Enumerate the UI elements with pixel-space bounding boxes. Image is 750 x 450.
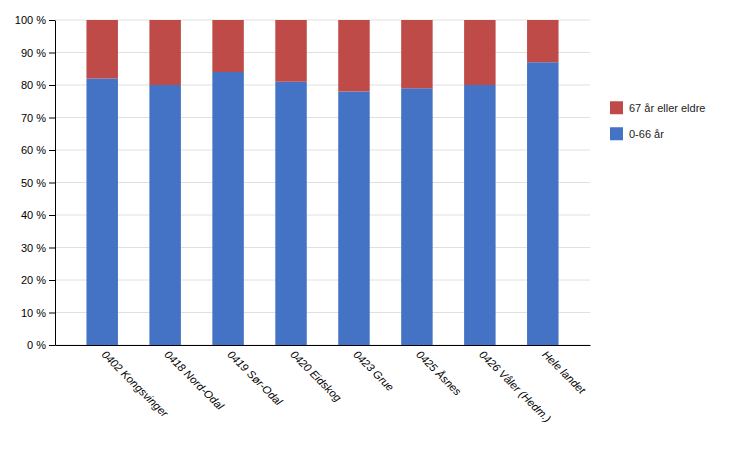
tick-label: 90 % (21, 47, 46, 59)
tick: 0 % (27, 339, 55, 351)
grid-line (55, 312, 590, 313)
legend-swatch (610, 101, 623, 114)
bar (212, 20, 243, 72)
grid-line (55, 345, 590, 346)
bar (401, 20, 432, 88)
tick-mark (49, 215, 55, 216)
tick: 0419 Sør-Odal (225, 348, 285, 408)
tick: 0423 Grue (351, 348, 396, 393)
tick: 40 % (21, 209, 55, 221)
tick: 80 % (21, 79, 55, 91)
bar (86, 79, 117, 346)
tick-label: 60 % (21, 144, 46, 156)
bar (527, 20, 558, 62)
tick: 20 % (21, 274, 55, 286)
tick: 0420 Eidskog (288, 348, 344, 404)
grid (55, 20, 590, 345)
y-axis: 0 % 10 % 20 % 30 % 40 % 50 % 60 % 70 % 80 % 90 % 1… (15, 14, 56, 351)
plot: 0 % 10 % 20 % 30 % 40 % 50 % 60 % 70 % 80 % 90 % 1… (15, 14, 591, 425)
tick-label: Hele landet (540, 348, 589, 397)
legend-label: 67 år eller eldre (629, 102, 705, 114)
tick: 30 % (21, 242, 55, 254)
bars (86, 20, 558, 345)
bar (527, 62, 558, 345)
tick: 0425 Åsnes (414, 348, 464, 398)
grid-line (55, 182, 590, 183)
tick: 70 % (21, 112, 55, 124)
bar (149, 20, 180, 85)
tick: Hele landet (540, 348, 589, 397)
tick-label: 0402 Kongsvinger (99, 348, 171, 420)
series (86, 20, 558, 92)
tick-label: 10 % (21, 307, 46, 319)
tick: 10 % (21, 307, 55, 319)
tick-mark (49, 20, 55, 21)
grid-line (55, 52, 590, 53)
tick-label: 20 % (21, 274, 46, 286)
tick-label: 70 % (21, 112, 46, 124)
legend: 67 år eller eldre 0-66 år (610, 101, 705, 140)
grid-line (55, 117, 590, 118)
tick: 90 % (21, 47, 55, 59)
bar (275, 82, 306, 345)
axis-line (55, 21, 56, 346)
bar (401, 88, 432, 345)
legend-swatch (610, 127, 623, 140)
tick-label: 0 % (27, 339, 46, 351)
grid-line (55, 85, 590, 86)
tick-mark (49, 248, 55, 249)
bar (275, 20, 306, 82)
tick: 0418 Nord-Odal (162, 348, 226, 412)
bar (338, 20, 369, 92)
x-axis: 0402 Kongsvinger0418 Nord-Odal0419 Sør-O… (56, 346, 591, 425)
bar (149, 85, 180, 345)
tick: 100 % (15, 14, 55, 26)
tick-mark (49, 85, 55, 86)
tick-mark (49, 345, 55, 346)
tick-label: 0419 Sør-Odal (225, 348, 285, 408)
tick: 0402 Kongsvinger (99, 348, 171, 420)
tick-mark (49, 118, 55, 119)
grid-line (55, 150, 590, 151)
tick-label: 0426 Våler (Hedm.) (477, 348, 554, 425)
axis-line (56, 345, 591, 346)
tick: 60 % (21, 144, 55, 156)
bar (212, 72, 243, 345)
bar (464, 85, 495, 345)
bar (464, 20, 495, 85)
tick-label: 40 % (21, 209, 46, 221)
tick-label: 0418 Nord-Odal (162, 348, 226, 412)
tick-mark (49, 150, 55, 151)
bar (338, 92, 369, 346)
tick-mark (49, 53, 55, 54)
tick: 50 % (21, 177, 55, 189)
tick-mark (49, 313, 55, 314)
bar (86, 20, 117, 79)
grid-line (55, 280, 590, 281)
tick-label: 80 % (21, 79, 46, 91)
tick-label: 0425 Åsnes (414, 348, 464, 398)
tick-label: 30 % (21, 242, 46, 254)
tick: 0426 Våler (Hedm.) (477, 348, 554, 425)
legend-label: 0-66 år (629, 128, 664, 140)
tick-label: 0423 Grue (351, 348, 396, 393)
grid-line (55, 215, 590, 216)
grid-line (55, 247, 590, 248)
legend-item: 0-66 år (610, 127, 664, 140)
tick-label: 100 % (15, 14, 46, 26)
tick-label: 50 % (21, 177, 46, 189)
chart: 0 % 10 % 20 % 30 % 40 % 50 % 60 % 70 % 80 % 90 % 1… (0, 0, 750, 450)
tick-mark (49, 280, 55, 281)
tick-mark (49, 183, 55, 184)
legend-item: 67 år eller eldre (610, 101, 705, 114)
tick-label: 0420 Eidskog (288, 348, 344, 404)
series (86, 62, 558, 345)
grid-line (55, 20, 590, 21)
